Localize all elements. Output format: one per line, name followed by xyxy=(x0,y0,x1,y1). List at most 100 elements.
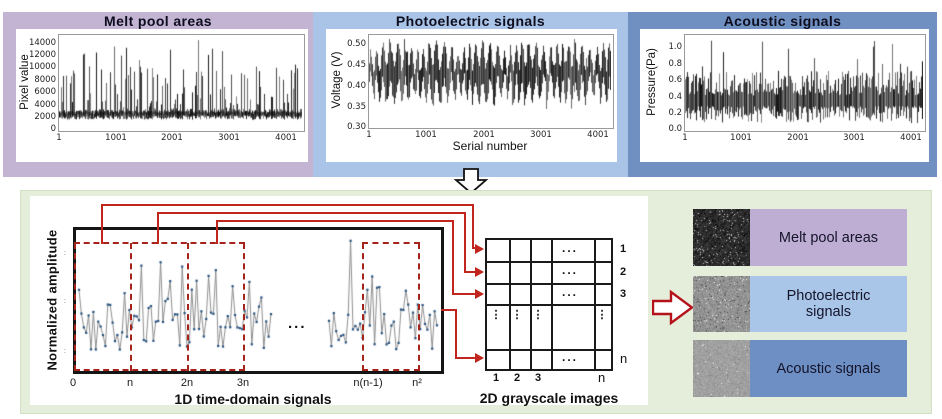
tick-label: 1 xyxy=(366,130,372,140)
output-label-photoelectric: Photoelectric signals xyxy=(750,276,907,332)
connector-line-row2 xyxy=(464,212,466,273)
time-domain-y-axis-label: Normalized amplitude xyxy=(44,229,60,371)
tick-label: 1 xyxy=(56,133,62,143)
tick-label: 1.0 xyxy=(668,42,682,52)
tick-label: 4000 xyxy=(34,100,56,110)
connector-line-rown xyxy=(455,309,457,359)
grid-index-label: 1 xyxy=(493,372,500,384)
melt-pool-grayscale-image xyxy=(693,209,750,266)
connector-line-rown xyxy=(455,357,476,359)
segment-dashed-line xyxy=(418,243,420,371)
grid-cell-ellipsis: ... xyxy=(561,350,579,364)
tick-label: 3001 xyxy=(843,133,865,143)
tick-label: 0.4 xyxy=(668,92,682,102)
connector-line-row2 xyxy=(157,212,466,214)
output-label-text: Melt pool areas xyxy=(778,229,879,246)
connector-arrowhead-rown-icon xyxy=(475,353,484,363)
grid-index-label: 2 xyxy=(620,266,627,278)
acoustic-grayscale-image xyxy=(693,340,750,397)
grid-index-label: n xyxy=(620,351,628,366)
panel-title-acoustic: Acoustic signals xyxy=(723,13,842,29)
tick-label: 0.6 xyxy=(668,75,682,85)
time-domain-tick-label: 0 xyxy=(69,377,77,389)
grid-cell-vdots: ⋮ xyxy=(596,309,608,321)
grid-index-label: 3 xyxy=(535,372,542,384)
tick-label: 3001 xyxy=(218,133,240,143)
acoustic-signal-canvas xyxy=(685,35,923,129)
tick-label: 14000 xyxy=(28,38,56,48)
tick-label: 1001 xyxy=(730,133,752,143)
connector-line-row1 xyxy=(101,204,474,206)
grid-caption: 2D grayscale images xyxy=(479,390,619,406)
output-label-melt-pool: Melt pool areas xyxy=(750,209,907,266)
photoelectric-grayscale-image xyxy=(693,276,750,332)
photoelectric-x-axis-label: Serial number xyxy=(452,139,528,153)
time-domain-tick-label: 2n xyxy=(180,377,194,389)
time-domain-tick-label: n(n-1) xyxy=(353,377,383,389)
tick-label: 0.2 xyxy=(668,108,682,118)
segment-dashed-line xyxy=(243,243,245,371)
connector-line-row1 xyxy=(101,204,103,244)
tick-label: 8000 xyxy=(34,75,56,85)
connector-arrowhead-row2-icon xyxy=(475,267,484,277)
panel-title-melt-pool: Melt pool areas xyxy=(104,13,212,29)
segment-dashed-line xyxy=(187,243,189,371)
time-domain-signal-canvas xyxy=(77,231,440,370)
tick-label: 0.50 xyxy=(347,39,366,49)
connector-line-row3 xyxy=(216,220,218,244)
tick-label: 0.40 xyxy=(347,81,366,91)
connector-line-row3 xyxy=(452,293,476,295)
flow-down-arrow-icon xyxy=(453,168,489,195)
tick-label: 3001 xyxy=(530,130,552,140)
grid-cell-vdots: ⋮ xyxy=(511,309,523,321)
grayscale-image-grid xyxy=(485,238,613,371)
panel-title-photoelectric: Photoelectric signals xyxy=(395,13,546,29)
connector-line-row3 xyxy=(216,220,454,222)
tick-label: 0 xyxy=(50,124,56,134)
segment-dashed-line xyxy=(74,369,245,371)
tick-label: 4001 xyxy=(900,133,922,143)
grid-line xyxy=(487,261,611,263)
grid-line xyxy=(487,349,611,351)
output-label-acoustic: Acoustic signals xyxy=(750,340,907,397)
tick-label: 12000 xyxy=(28,50,56,60)
tick-label: 2001 xyxy=(161,133,183,143)
grid-cell-vdots: ⋮ xyxy=(490,309,502,321)
tick-label: 2001 xyxy=(473,130,495,140)
photoelectric-signal-canvas xyxy=(369,35,611,126)
melt-pool-signal-canvas xyxy=(59,35,302,129)
segment-dashed-line xyxy=(74,242,245,244)
time-domain-tick-label: n² xyxy=(412,377,422,389)
tick-label: 1001 xyxy=(105,133,127,143)
connector-line-row3 xyxy=(452,220,454,295)
tick-label: 10000 xyxy=(28,62,56,72)
time-domain-tick-label: n xyxy=(126,377,134,389)
segment-dashed-line xyxy=(362,369,420,371)
connector-arrowhead-row3-icon xyxy=(475,289,484,299)
segment-dashed-line xyxy=(362,243,364,371)
connector-arrowhead-row1-icon xyxy=(475,244,484,254)
grid-index-label: 3 xyxy=(620,288,627,300)
grid-cell-ellipsis: ... xyxy=(561,241,579,255)
grid-line xyxy=(487,304,611,306)
time-domain-x-axis-label: 1D time-domain signals xyxy=(174,391,332,407)
connector-line-row2 xyxy=(464,271,476,273)
tick-label: 0.45 xyxy=(347,60,366,70)
tick-label: 0.30 xyxy=(347,122,366,132)
tick-label: 0.0 xyxy=(668,124,682,134)
grid-index-label: 2 xyxy=(514,372,521,384)
segment-dashed-line xyxy=(362,242,420,244)
connector-line-row1 xyxy=(472,204,474,249)
tick-label: 4001 xyxy=(587,130,609,140)
grid-index-label: n xyxy=(598,370,606,385)
output-label-text: Photoelectric signals xyxy=(786,288,871,320)
grid-cell-vdots: ⋮ xyxy=(532,309,544,321)
output-right-arrow-icon xyxy=(652,289,694,326)
output-label-text: Acoustic signals xyxy=(776,360,881,377)
signal-gap-ellipsis: ... xyxy=(288,315,307,332)
time-domain-tick-label: 3n xyxy=(236,377,250,389)
grid-index-label: 1 xyxy=(620,243,627,255)
y-axis-tick-mark: : xyxy=(64,298,66,305)
segment-dashed-line xyxy=(74,243,76,371)
tick-label: 2001 xyxy=(787,133,809,143)
